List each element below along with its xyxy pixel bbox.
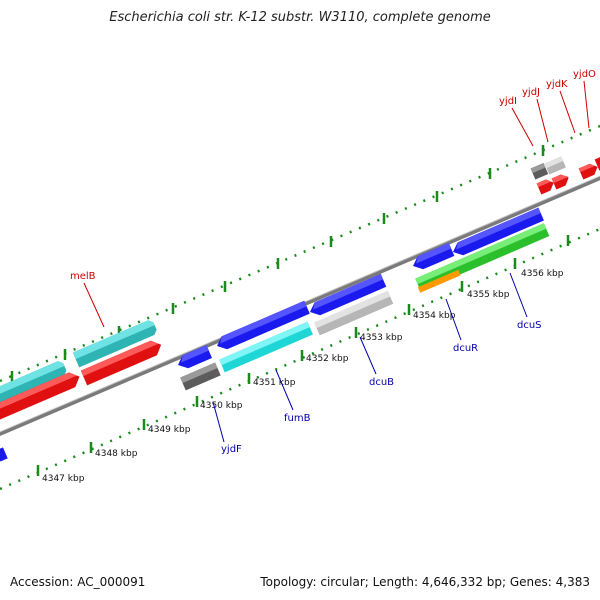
genome-title: Escherichia coli str. K-12 substr. W3110… (109, 10, 491, 25)
gene-label-fumB[interactable]: fumB (284, 413, 311, 424)
genome-summary-text: Topology: circular; Length: 4,646,332 bp… (260, 575, 590, 589)
gene-red-yjdJ[interactable] (551, 172, 571, 190)
gene-red-yjdK[interactable] (578, 161, 600, 180)
scale-label: 4347 kbp (42, 474, 85, 484)
gene-teal-2[interactable] (72, 319, 158, 368)
scale-label: 4351 kbp (253, 378, 296, 388)
upper-tick-track (0, 124, 600, 383)
gene-label-yjdI[interactable]: yjdI (499, 96, 517, 107)
gene-labels: melB yjdF fumB dcuB dcuR dcuS yjdI yjdJ … (70, 69, 596, 455)
gene-teal-1[interactable] (0, 360, 68, 405)
gene-cyan-fumB[interactable] (219, 321, 313, 373)
gene-label-yjdJ[interactable]: yjdJ (522, 87, 540, 98)
scale-label: 4354 kbp (413, 311, 456, 321)
gene-label-dcuB[interactable]: dcuB (369, 377, 394, 388)
gene-label-yjdK[interactable]: yjdK (546, 79, 568, 90)
gene-label-dcuR[interactable]: dcuR (453, 343, 478, 354)
gene-label-melB[interactable]: melB (70, 271, 96, 282)
gene-blue-2[interactable] (214, 300, 310, 353)
scale-label: 4349 kbp (148, 425, 191, 435)
gene-red-yjdI[interactable] (536, 177, 556, 195)
gene-blue-edge[interactable] (0, 447, 8, 462)
gene-label-yjdF[interactable]: yjdF (221, 444, 242, 455)
scale-label: 4353 kbp (360, 333, 403, 343)
leader-lines (83, 80, 590, 443)
gene-darkgray-yjdI[interactable] (530, 162, 549, 180)
scale-label: 4352 kbp (306, 354, 349, 364)
lower-tick-track (0, 227, 600, 491)
gene-red-yjdO[interactable] (594, 155, 600, 171)
gene-gray-dcuB[interactable] (314, 290, 394, 336)
gene-blue-dcuS[interactable] (450, 207, 544, 259)
scale-label: 4356 kbp (521, 269, 564, 279)
gene-orange[interactable] (417, 269, 461, 293)
scale-labels: 4347 kbp 4348 kbp 4349 kbp 4350 kbp 4351… (42, 269, 564, 484)
gene-label-dcuS[interactable]: dcuS (517, 320, 542, 331)
gene-red-1[interactable] (0, 369, 83, 421)
gene-features (0, 155, 600, 462)
gene-blue-dcuR[interactable] (410, 242, 455, 272)
scale-label: 4355 kbp (467, 290, 510, 300)
gene-label-yjdO[interactable]: yjdO (573, 69, 596, 80)
gene-red-2[interactable] (80, 337, 164, 386)
scale-label: 4348 kbp (95, 449, 138, 459)
gene-darkgray-yjdF[interactable] (180, 362, 221, 391)
scale-label: 4350 kbp (200, 401, 243, 411)
gene-blue-dcuB[interactable] (307, 273, 387, 319)
gene-blue-yjdF[interactable] (175, 345, 212, 371)
gene-gray-yjdJ[interactable] (544, 156, 566, 175)
accession-text: Accession: AC_000091 (10, 575, 146, 589)
